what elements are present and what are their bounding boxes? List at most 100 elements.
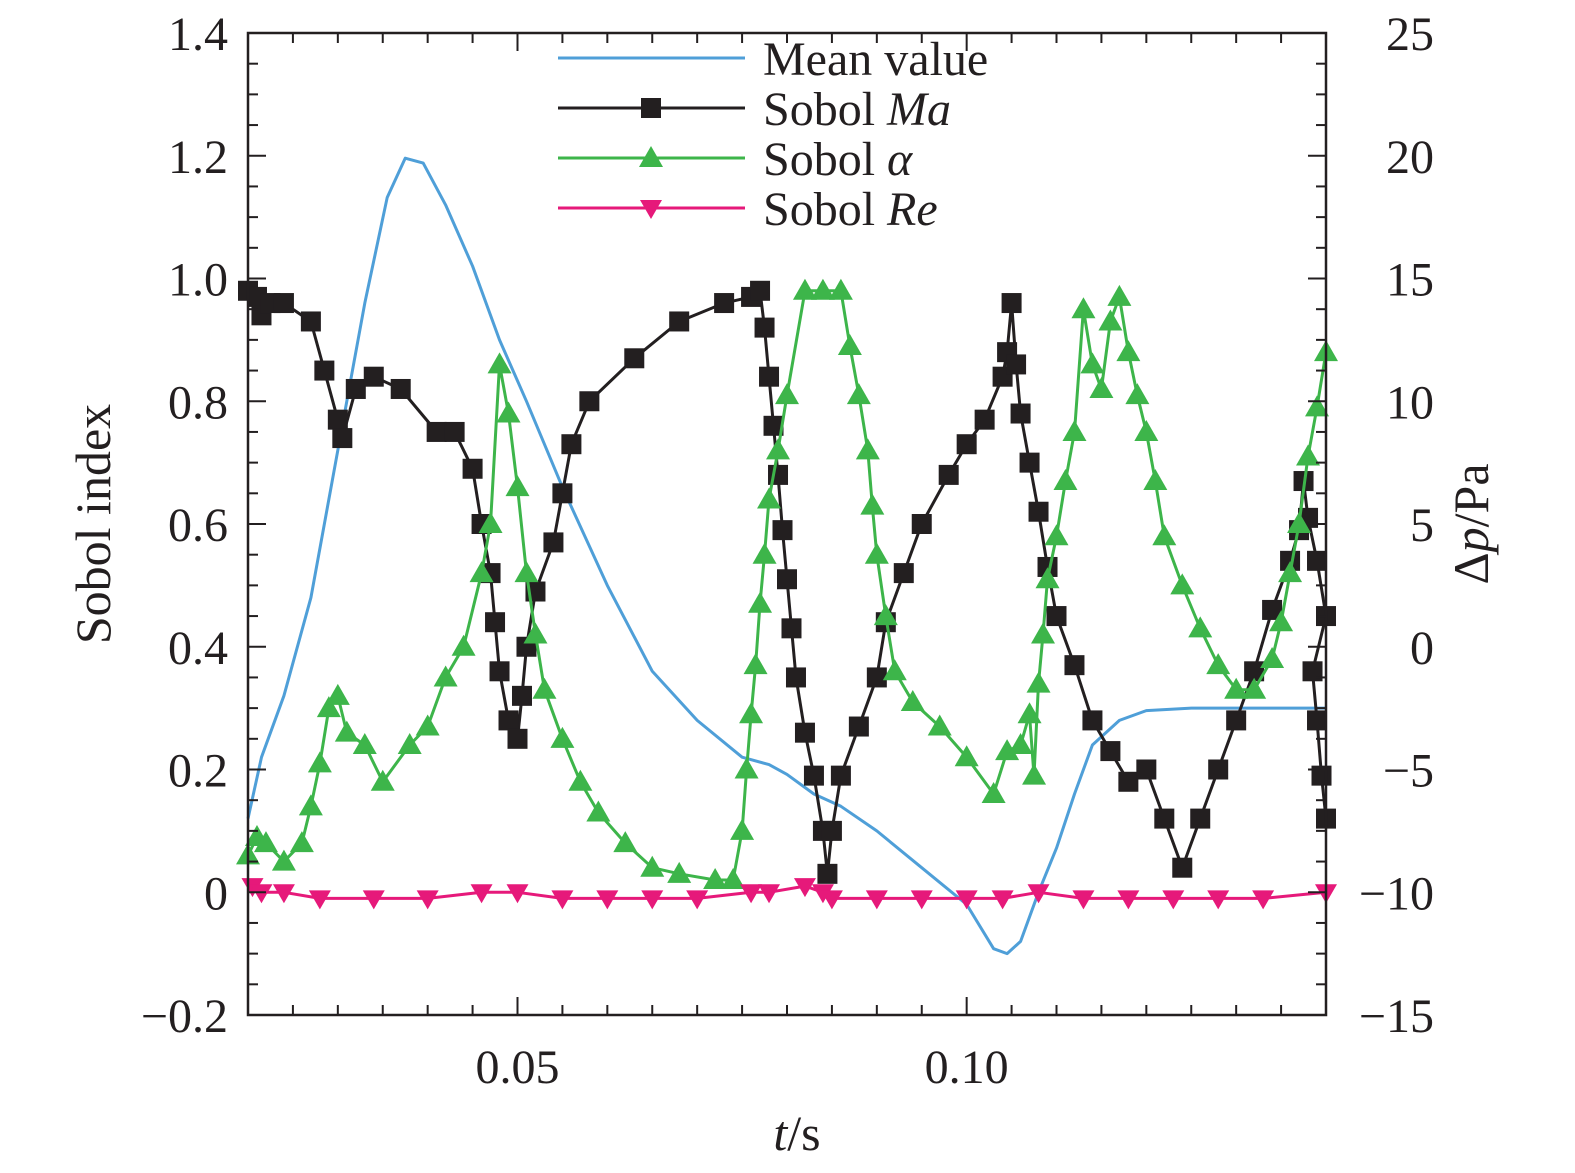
triangle-up-marker bbox=[523, 622, 548, 644]
square-marker bbox=[1172, 857, 1193, 878]
triangle-up-marker bbox=[469, 561, 494, 583]
y2-tick-label: 5 bbox=[1410, 499, 1434, 552]
triangle-up-marker bbox=[487, 352, 512, 374]
y-tick-label: 1.2 bbox=[168, 131, 228, 184]
square-marker bbox=[273, 293, 294, 314]
triangle-up-marker bbox=[298, 794, 323, 816]
triangle-up-marker bbox=[1305, 395, 1330, 417]
triangle-down-marker bbox=[1027, 884, 1050, 904]
square-marker bbox=[956, 434, 977, 455]
triangle-up-marker bbox=[828, 278, 853, 300]
triangle-down-marker bbox=[640, 200, 662, 219]
square-marker bbox=[511, 685, 532, 706]
series-line bbox=[251, 884, 1327, 900]
triangle-down-marker bbox=[1252, 890, 1275, 910]
triangle-up-marker bbox=[1035, 567, 1060, 589]
triangle-up-marker bbox=[586, 800, 611, 822]
triangle-up-marker bbox=[550, 726, 575, 748]
y2-tick-label: 0 bbox=[1410, 622, 1434, 675]
triangle-down-marker bbox=[362, 890, 385, 910]
square-marker bbox=[1100, 741, 1121, 762]
square-marker bbox=[363, 366, 384, 387]
square-marker bbox=[1118, 771, 1139, 792]
square-marker bbox=[641, 98, 661, 118]
y-tick-label: 0 bbox=[204, 867, 228, 920]
square-marker bbox=[1280, 550, 1301, 571]
square-marker bbox=[1019, 452, 1040, 473]
series-line bbox=[246, 156, 1326, 956]
triangle-up-marker bbox=[734, 757, 759, 779]
triangle-up-marker bbox=[334, 720, 359, 742]
square-marker bbox=[332, 428, 353, 449]
triangle-down-marker bbox=[1162, 890, 1185, 910]
triangle-down-marker bbox=[820, 890, 843, 910]
triangle-up-marker bbox=[837, 334, 862, 356]
triangle-up-marker bbox=[1206, 653, 1231, 675]
y-tick-label: 1.0 bbox=[168, 254, 228, 307]
triangle-up-marker bbox=[1026, 671, 1051, 693]
x-tick-label: 0.10 bbox=[925, 1041, 1009, 1094]
square-marker bbox=[1307, 710, 1328, 731]
triangle-up-marker bbox=[860, 493, 885, 515]
triangle-up-marker bbox=[846, 383, 871, 405]
triangle-up-marker bbox=[743, 653, 768, 675]
triangle-up-marker bbox=[1224, 677, 1249, 699]
legend-label: Sobol α bbox=[763, 133, 913, 186]
legend-label-plain: Sobol bbox=[763, 83, 887, 136]
square-marker bbox=[426, 421, 447, 442]
triangle-down-marker bbox=[686, 890, 709, 910]
triangle-up-marker bbox=[981, 782, 1006, 804]
square-marker bbox=[817, 863, 838, 884]
triangle-down-marker bbox=[865, 890, 888, 910]
y-tick-label: 0.6 bbox=[168, 499, 228, 552]
triangle-up-marker bbox=[505, 475, 530, 497]
triangle-up-marker bbox=[775, 383, 799, 405]
square-marker bbox=[489, 661, 510, 682]
square-marker bbox=[754, 317, 775, 338]
triangle-down-marker bbox=[910, 890, 933, 910]
triangle-up-marker bbox=[1098, 309, 1123, 331]
triangle-up-marker bbox=[954, 745, 979, 767]
triangle-up-marker bbox=[1044, 524, 1069, 546]
legend-label-plain: Sobol bbox=[763, 133, 887, 186]
triangle-up-marker bbox=[639, 146, 663, 167]
square-marker bbox=[579, 391, 600, 412]
y-tick-label: 1.4 bbox=[168, 8, 228, 61]
square-marker bbox=[821, 820, 842, 841]
series-sobol-re bbox=[241, 878, 1337, 910]
legend-label: Mean value bbox=[763, 33, 988, 86]
legend-item: Mean value bbox=[558, 33, 988, 86]
triangle-up-marker bbox=[316, 696, 341, 718]
square-marker bbox=[1307, 550, 1328, 571]
square-marker bbox=[1028, 501, 1049, 522]
triangle-up-marker bbox=[514, 561, 539, 583]
triangle-up-marker bbox=[995, 739, 1020, 761]
square-marker bbox=[781, 618, 802, 639]
triangle-down-marker bbox=[991, 890, 1014, 910]
square-marker bbox=[327, 409, 348, 430]
square-marker bbox=[803, 765, 824, 786]
triangle-up-marker bbox=[703, 867, 728, 889]
triangle-down-marker bbox=[416, 890, 439, 910]
y2-tick-label: −15 bbox=[1359, 990, 1434, 1043]
y-tick-label: 0.2 bbox=[168, 745, 228, 798]
square-marker bbox=[750, 280, 771, 301]
square-marker bbox=[759, 366, 780, 387]
triangle-up-marker bbox=[451, 634, 476, 656]
legend-label: Sobol Re bbox=[763, 183, 938, 236]
triangle-up-marker bbox=[730, 818, 755, 840]
triangle-up-marker bbox=[253, 831, 278, 853]
square-marker bbox=[543, 532, 564, 553]
y-tick-label: −0.2 bbox=[141, 990, 228, 1043]
triangle-down-marker bbox=[506, 884, 529, 904]
square-marker bbox=[669, 311, 690, 332]
legend-item: Sobol Ma bbox=[558, 83, 951, 136]
triangle-up-marker bbox=[1170, 573, 1195, 595]
y2-tick-label: 25 bbox=[1386, 8, 1434, 61]
triangle-down-marker bbox=[308, 890, 331, 910]
square-marker bbox=[498, 710, 519, 731]
square-marker bbox=[1262, 599, 1283, 620]
triangle-up-marker bbox=[873, 604, 898, 626]
triangle-up-marker bbox=[739, 702, 764, 724]
